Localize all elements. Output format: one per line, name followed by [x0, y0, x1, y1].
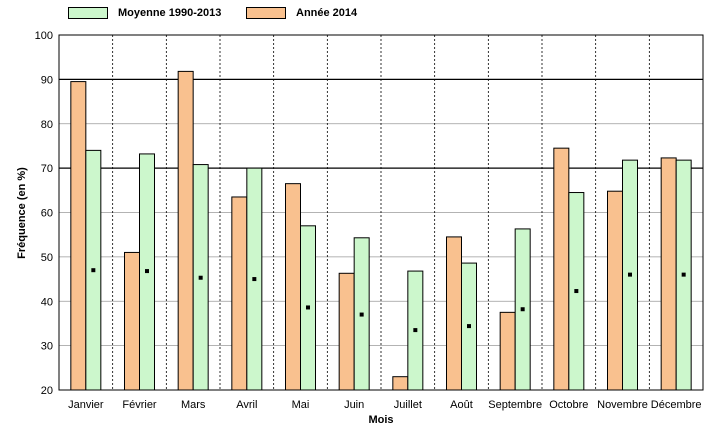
- y-tick-label: 40: [41, 296, 53, 308]
- legend-item-moyenne: Moyenne 1990-2013: [68, 6, 221, 20]
- y-tick-label: 30: [41, 341, 53, 353]
- bar-annee-2014: [553, 147, 570, 391]
- y-tick-label: 60: [41, 208, 53, 220]
- legend-swatch-annee: [246, 7, 286, 19]
- axes: 20 30 40 50 60 70 80 90 100 Janvier Février Mars Avr…: [35, 30, 704, 411]
- bar-annee-2014: [607, 190, 623, 391]
- y-tick-label: 50: [41, 252, 53, 264]
- marker-point: [574, 289, 579, 294]
- x-axis-title: Mois: [368, 414, 393, 426]
- marker-point: [520, 307, 525, 312]
- bar-annee-2014: [446, 236, 462, 391]
- marker-point: [628, 272, 632, 277]
- y-tick-label: 90: [41, 74, 53, 86]
- bar-annee-2014: [177, 70, 194, 391]
- y-axis-title: Fréquence (en %): [16, 167, 28, 259]
- gridlines: [59, 35, 703, 390]
- bar-annee-2014: [392, 376, 409, 391]
- marker-point: [306, 305, 310, 310]
- x-tick-label: Juin: [344, 399, 364, 411]
- marker-point: [359, 312, 364, 317]
- bar-annee-2014: [660, 157, 677, 391]
- marker-point: [467, 324, 471, 329]
- x-tick-label: Juillet: [394, 399, 422, 411]
- x-tick-label: Février: [122, 399, 157, 411]
- x-tick-label: Mai: [292, 399, 310, 411]
- y-tick-label: 70: [41, 163, 53, 175]
- plot-area-border: [58, 34, 704, 391]
- x-tick-label: Avril: [236, 399, 257, 411]
- legend-swatch-moyenne: [68, 7, 108, 19]
- bar-annee-2014: [70, 81, 87, 391]
- x-tick-label: Décembre: [651, 399, 702, 411]
- x-tick-label: Mars: [181, 399, 206, 411]
- marker-point: [252, 277, 257, 282]
- legend-item-annee: Année 2014: [246, 6, 357, 20]
- marker-point: [145, 269, 149, 274]
- bar-annee-2014: [338, 272, 355, 391]
- x-tick-label: Janvier: [68, 399, 104, 411]
- markers: [91, 268, 686, 333]
- y-tick-label: 80: [41, 119, 53, 131]
- marker-point: [413, 328, 418, 333]
- x-tick-label: Septembre: [488, 399, 542, 411]
- marker-point: [198, 275, 203, 280]
- marker-point: [91, 268, 96, 273]
- bar-annee-2014: [499, 311, 516, 391]
- x-tick-label: Août: [450, 399, 473, 411]
- bar-annee-2014: [124, 251, 140, 391]
- x-tick-label: Octobre: [549, 399, 588, 411]
- x-tick-label: Novembre: [597, 399, 648, 411]
- y-tick-label: 100: [35, 30, 53, 42]
- bar-annee-2014: [285, 183, 301, 391]
- y-tick-label: 20: [41, 385, 53, 397]
- bar-annee-2014: [231, 196, 248, 391]
- legend-label-moyenne: Moyenne 1990-2013: [118, 7, 222, 19]
- legend-label-annee: Année 2014: [296, 7, 358, 19]
- marker-point: [681, 272, 686, 277]
